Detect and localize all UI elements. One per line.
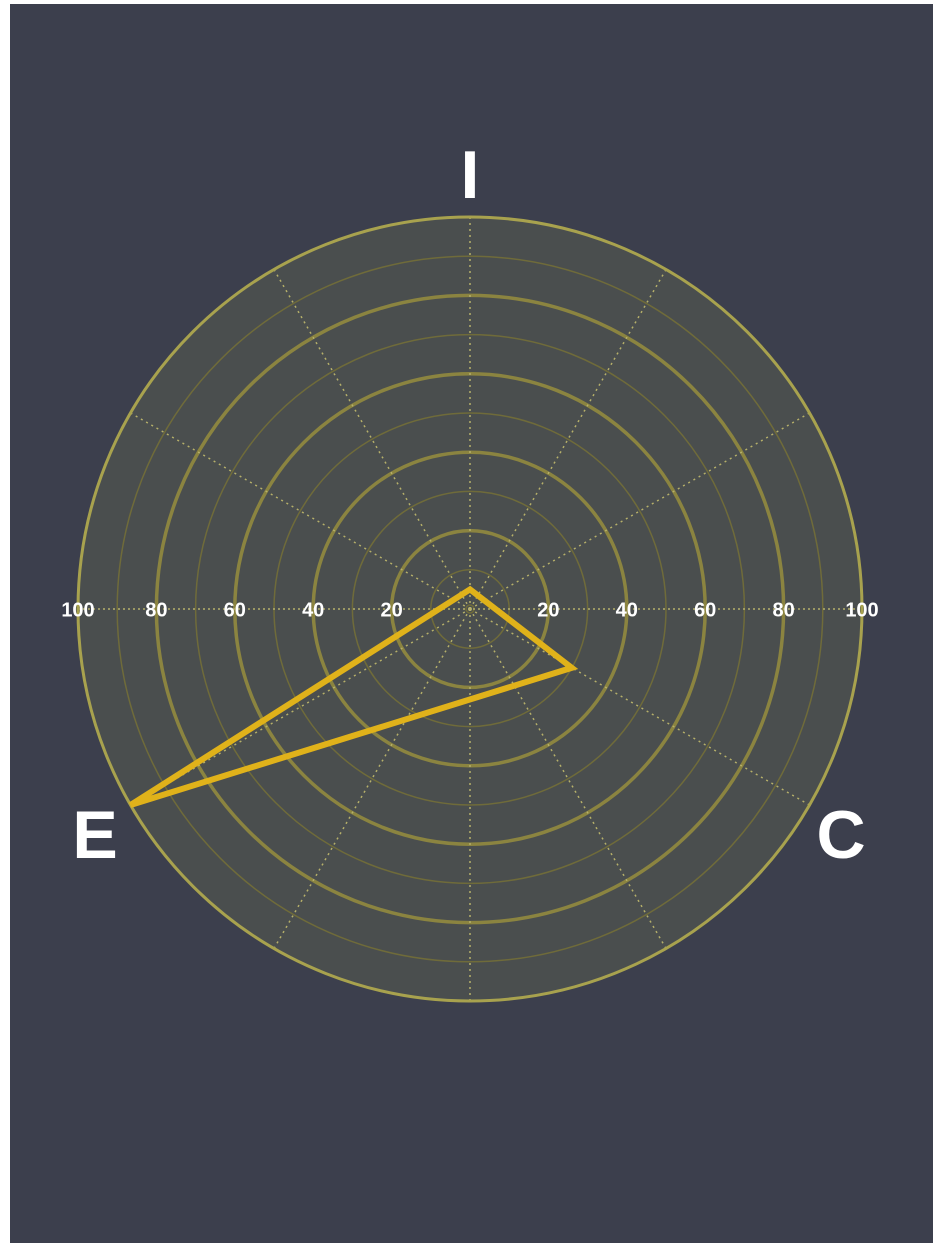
tick-labels: 100 80 60 40 20 20 40 60 80 100 — [61, 599, 878, 621]
axis-labels: I C E — [72, 137, 865, 873]
series-layer — [128, 585, 579, 808]
tick-label-right: 20 — [537, 599, 559, 621]
grid-ring-minor — [116, 255, 824, 963]
tick-label-left: 100 — [61, 599, 94, 621]
grid-ring-minor — [351, 490, 589, 728]
axis-label-C: C — [816, 797, 865, 873]
tick-label-right: 60 — [694, 599, 716, 621]
tick-label-left: 60 — [224, 599, 246, 621]
tick-label-right: 100 — [845, 599, 878, 621]
tick-label-left: 40 — [302, 599, 324, 621]
outer-ring — [76, 215, 864, 1003]
tick-label-left: 80 — [145, 599, 167, 621]
tick-label-left: 20 — [380, 599, 402, 621]
series-line — [128, 585, 579, 808]
axis-label-E: E — [72, 797, 117, 873]
tick-label-right: 40 — [616, 599, 638, 621]
tick-label-right: 80 — [772, 599, 794, 621]
axis-label-I: I — [461, 137, 480, 213]
